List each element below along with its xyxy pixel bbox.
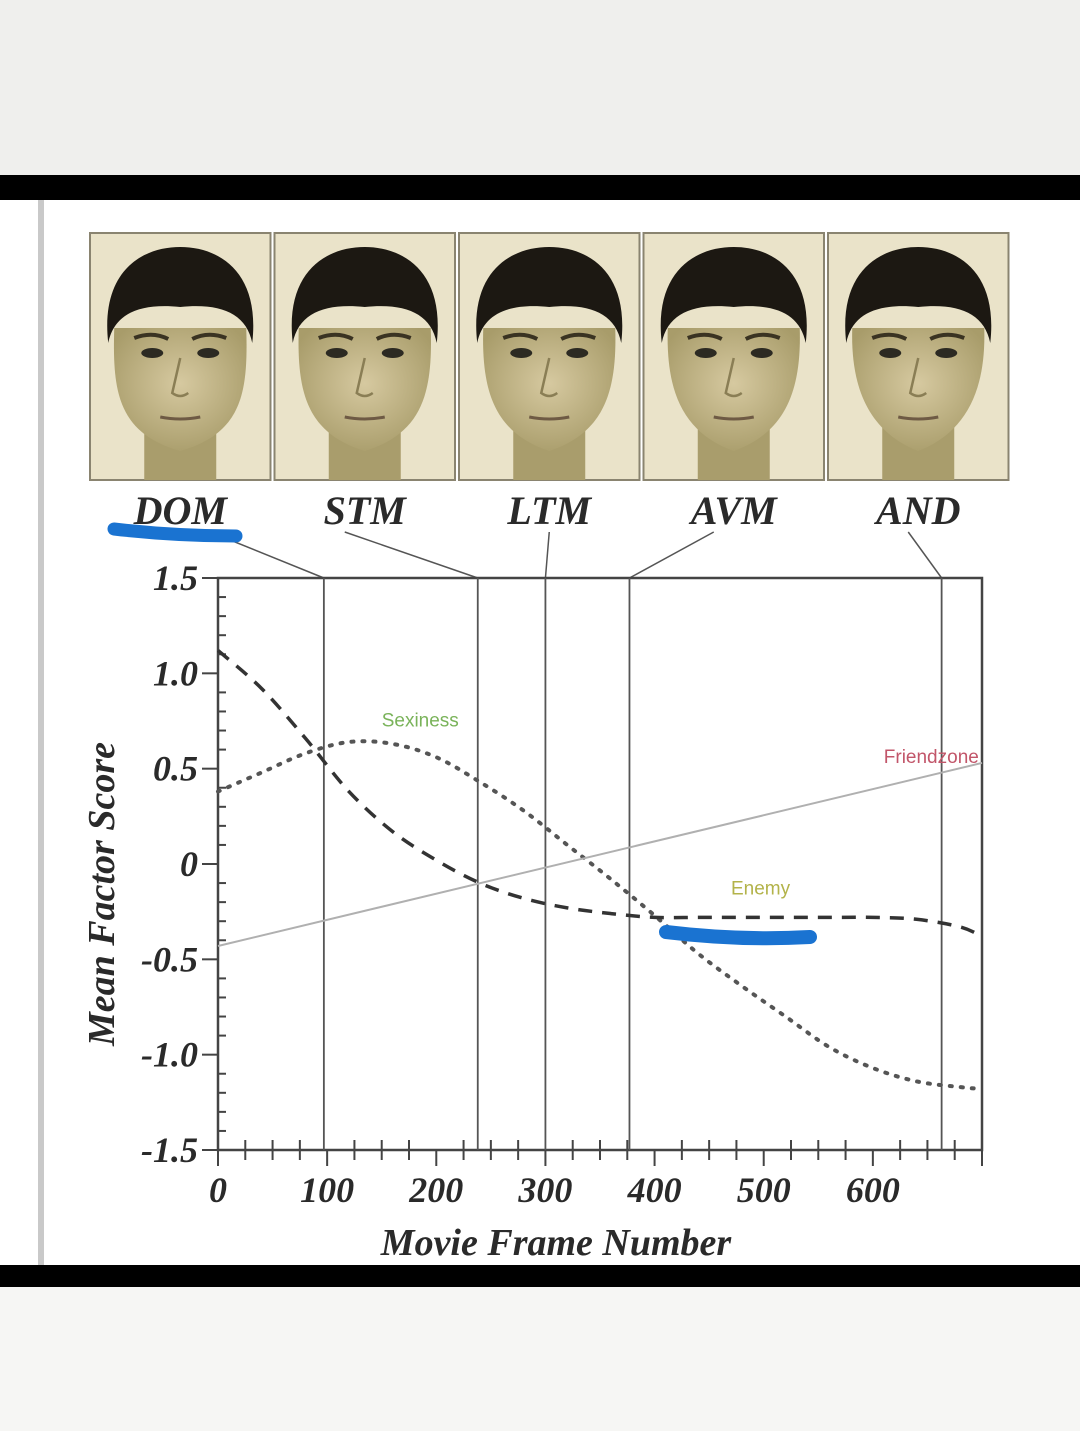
face-eye-left (325, 348, 348, 358)
face-nose (724, 357, 743, 398)
face-nose (170, 357, 189, 398)
y-tick-label: -1.0 (141, 1035, 198, 1075)
annotation-sexiness: Sexiness (382, 711, 459, 732)
face-brow-right (375, 332, 412, 341)
face-brow-left (687, 332, 723, 341)
bottom-margin (0, 1287, 1080, 1431)
series-line-friendzone (217, 761, 983, 947)
face-brow-right (560, 332, 596, 341)
face-brow-right (929, 332, 965, 341)
face-label-and: AND (873, 488, 960, 533)
annotation-enemy: Enemy (731, 879, 791, 900)
face-label-dom: DOM (133, 488, 229, 533)
face-skin (483, 328, 616, 451)
y-tick-label: 1.0 (153, 653, 198, 693)
bottom-black-bar (0, 1265, 1080, 1287)
x-tick-label: 200 (408, 1170, 463, 1210)
face-panel-avm: AVM (629, 232, 825, 579)
face-eye-right (750, 348, 773, 358)
face-label-avm: AVM (688, 488, 778, 533)
x-tick-label: 0 (209, 1170, 227, 1210)
face-brow-left (318, 332, 354, 341)
face-mouth (159, 415, 201, 421)
x-tick-label: 600 (846, 1170, 900, 1210)
face-connector-stm (344, 531, 479, 579)
y-tick-label: -0.5 (141, 939, 198, 979)
y-tick-label: 0 (180, 844, 198, 884)
series-line-enemy (216, 649, 983, 939)
face-skin (113, 328, 247, 451)
face-mouth (344, 415, 386, 421)
face-nose (908, 357, 927, 398)
x-tick-label: 400 (627, 1170, 682, 1210)
face-connector-and (907, 531, 943, 579)
face-brow-left (502, 332, 539, 341)
face-eye-left (510, 348, 533, 358)
face-brow-right (191, 332, 227, 341)
face-nose (355, 357, 374, 398)
x-tick-label: 100 (300, 1170, 354, 1210)
highlight-stroke-enemy (659, 925, 817, 946)
face-panel-dom: DOM (89, 232, 325, 579)
highlight-marks (107, 522, 817, 946)
face-hair (845, 247, 992, 343)
face-brow-right (744, 332, 781, 341)
face-panel-and: AND (827, 232, 1010, 579)
x-tick-label: 300 (517, 1170, 572, 1210)
face-nose (539, 357, 558, 398)
face-hair (660, 247, 807, 343)
face-eye-left (141, 348, 164, 358)
face-brow-left (871, 332, 908, 341)
series-line-sexiness (216, 739, 984, 1091)
face-label-stm: STM (324, 488, 408, 533)
y-tick-label: -1.5 (141, 1130, 198, 1170)
face-skin (667, 328, 800, 451)
face-mouth (528, 415, 570, 421)
face-eye-right (935, 348, 958, 358)
face-hair (291, 247, 438, 343)
face-eye-right (197, 348, 220, 358)
face-brow-left (133, 332, 170, 341)
highlight-stroke-dom (107, 522, 243, 543)
face-skin (852, 328, 985, 451)
face-skin (298, 328, 431, 451)
panel-left-edge (38, 200, 44, 1265)
chart-area: 1.5 1.0 0.5 0 -0.5 -1.0 -1.5 0 100 200 300 400 500 60… (81, 558, 984, 1264)
face-label-ltm: LTM (506, 488, 592, 533)
face-mouth (713, 415, 755, 421)
face-hair (107, 247, 254, 343)
x-tick-label: 500 (737, 1170, 791, 1210)
face-eye-right (566, 348, 589, 358)
y-axis-label: Mean Factor Score (81, 742, 123, 1047)
y-tick-label: 1.5 (153, 558, 198, 598)
y-tick-label: 0.5 (153, 749, 198, 789)
face-portraits: DOM STM LTM AVM AND (89, 232, 1010, 579)
face-panel-ltm: LTM (458, 232, 641, 579)
x-axis-label: Movie Frame Number (380, 1222, 733, 1264)
top-margin (0, 0, 1080, 175)
face-eye-right (381, 348, 404, 358)
face-panel-stm: STM (273, 232, 479, 579)
face-eye-left (694, 348, 717, 358)
annotation-friendzone: Friendzone (884, 747, 979, 768)
face-hair (476, 247, 623, 343)
face-mouth (897, 415, 939, 421)
face-connector-ltm (544, 531, 550, 579)
top-black-bar (0, 175, 1080, 200)
face-connector-avm (629, 531, 715, 579)
face-eye-left (879, 348, 902, 358)
